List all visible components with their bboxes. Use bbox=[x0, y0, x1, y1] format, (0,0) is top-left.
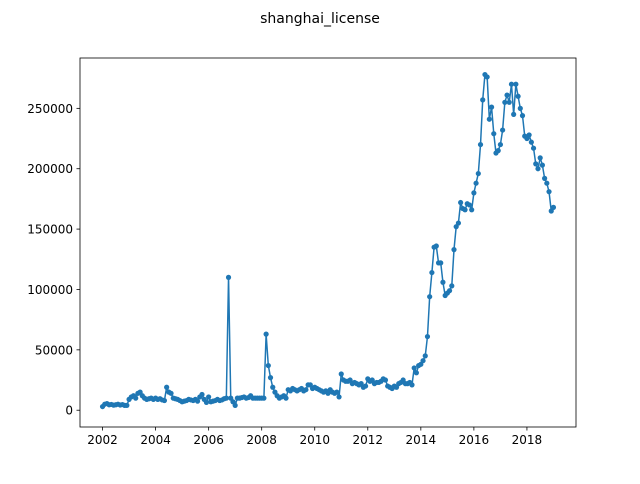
data-point bbox=[539, 162, 545, 168]
data-point bbox=[440, 279, 446, 285]
data-point bbox=[338, 371, 344, 377]
data-point bbox=[502, 99, 508, 105]
data-point bbox=[550, 204, 557, 210]
data-point bbox=[413, 370, 419, 376]
data-point bbox=[471, 190, 477, 196]
data-point bbox=[409, 382, 415, 388]
x-axis: 2002 2004 2006 2008 2010 2012 2014 2016 2018 bbox=[87, 427, 542, 447]
axes-frame bbox=[79, 57, 577, 428]
data-point bbox=[194, 398, 201, 404]
y-tick-label: 150000 bbox=[27, 223, 73, 237]
data-point bbox=[519, 113, 526, 119]
data-point bbox=[526, 132, 532, 138]
data-point bbox=[528, 139, 534, 145]
data-point bbox=[544, 180, 550, 186]
data-point bbox=[261, 395, 267, 401]
data-point bbox=[161, 397, 168, 404]
data-point bbox=[455, 220, 462, 226]
data-point bbox=[232, 402, 238, 408]
data-point bbox=[225, 274, 232, 280]
data-point bbox=[508, 81, 515, 87]
x-tick-label: 2012 bbox=[353, 433, 384, 447]
x-tick-label: 2016 bbox=[459, 433, 490, 447]
data-point bbox=[500, 127, 506, 133]
data-point bbox=[429, 269, 435, 276]
data-point bbox=[334, 389, 340, 395]
data-point bbox=[206, 394, 212, 400]
data-point bbox=[484, 74, 490, 80]
data-point bbox=[446, 288, 453, 294]
y-tick-label: 200000 bbox=[27, 162, 73, 176]
data-point bbox=[491, 131, 497, 137]
data-point bbox=[475, 170, 481, 177]
data-point bbox=[533, 161, 539, 167]
x-tick-label: 2008 bbox=[246, 433, 277, 447]
data-point bbox=[477, 141, 484, 148]
x-tick-label: 2004 bbox=[140, 433, 171, 447]
data-point bbox=[362, 383, 369, 389]
x-tick-label: 2018 bbox=[512, 433, 543, 447]
y-tick-label: 100000 bbox=[27, 283, 73, 297]
data-point bbox=[164, 384, 170, 390]
data-point bbox=[263, 331, 269, 337]
data-point bbox=[382, 377, 389, 383]
data-point bbox=[462, 207, 468, 213]
data-point bbox=[223, 395, 229, 401]
data-point bbox=[506, 99, 512, 105]
data-point bbox=[469, 207, 475, 213]
data-point bbox=[513, 81, 519, 87]
data-point bbox=[438, 260, 444, 266]
data-point bbox=[504, 92, 510, 98]
data-point bbox=[451, 247, 457, 253]
data-point bbox=[480, 97, 486, 103]
data-point bbox=[495, 148, 501, 154]
data-point bbox=[515, 93, 521, 99]
y-tick-label: 250000 bbox=[27, 102, 73, 116]
x-tick-label: 2002 bbox=[87, 433, 118, 447]
data-point bbox=[265, 362, 271, 369]
data-point bbox=[133, 395, 139, 401]
data-point bbox=[267, 375, 274, 381]
x-tick-label: 2010 bbox=[299, 433, 330, 447]
plot-area bbox=[99, 71, 557, 410]
data-point bbox=[303, 387, 309, 393]
data-point bbox=[488, 104, 495, 110]
data-point bbox=[411, 365, 417, 371]
data-point bbox=[424, 333, 431, 340]
y-axis: 0 50000 100000 150000 200000 250000 bbox=[27, 102, 80, 418]
data-point bbox=[433, 243, 439, 249]
data-point bbox=[124, 402, 130, 408]
chart-title: shanghai_license bbox=[260, 11, 380, 27]
data-point bbox=[473, 180, 479, 186]
data-point bbox=[486, 116, 492, 122]
x-tick-label: 2014 bbox=[406, 433, 437, 447]
data-point bbox=[449, 283, 455, 289]
data-point bbox=[497, 141, 504, 148]
data-point bbox=[420, 358, 426, 364]
data-point bbox=[427, 294, 433, 300]
data-point bbox=[537, 155, 543, 161]
data-point bbox=[466, 202, 473, 208]
data-point bbox=[511, 111, 517, 117]
data-point bbox=[422, 353, 428, 359]
data-point bbox=[458, 199, 464, 206]
data-point bbox=[270, 384, 276, 390]
y-tick-label: 0 bbox=[65, 404, 73, 418]
data-point bbox=[542, 175, 548, 181]
data-point bbox=[336, 394, 342, 400]
data-point bbox=[546, 189, 552, 195]
data-point bbox=[517, 105, 523, 111]
data-point bbox=[203, 399, 210, 405]
data-point bbox=[283, 395, 289, 401]
data-point bbox=[168, 390, 174, 396]
data-point bbox=[199, 391, 205, 398]
x-tick-label: 2006 bbox=[193, 433, 224, 447]
data-point bbox=[535, 166, 541, 172]
y-tick-label: 50000 bbox=[35, 343, 73, 357]
data-point bbox=[530, 145, 537, 151]
